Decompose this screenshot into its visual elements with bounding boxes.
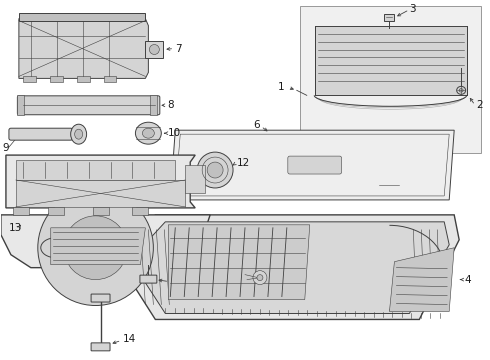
Text: 2: 2 xyxy=(476,100,483,110)
Polygon shape xyxy=(19,19,148,78)
Ellipse shape xyxy=(71,124,87,144)
Text: 3: 3 xyxy=(409,4,416,14)
Text: 10: 10 xyxy=(168,128,181,138)
Bar xyxy=(48,207,64,215)
Bar xyxy=(17,95,24,115)
Bar xyxy=(103,76,117,82)
Ellipse shape xyxy=(459,89,463,92)
FancyBboxPatch shape xyxy=(140,275,157,283)
Bar xyxy=(93,207,108,215)
FancyBboxPatch shape xyxy=(288,156,342,174)
Polygon shape xyxy=(130,222,449,314)
Bar xyxy=(185,165,205,193)
Circle shape xyxy=(253,271,267,285)
Bar xyxy=(150,95,157,115)
Bar xyxy=(132,207,148,215)
Text: 12: 12 xyxy=(237,158,250,168)
Bar xyxy=(300,6,481,153)
Ellipse shape xyxy=(74,129,83,139)
Polygon shape xyxy=(315,26,467,95)
Polygon shape xyxy=(390,248,454,311)
Text: 4: 4 xyxy=(464,275,471,285)
Polygon shape xyxy=(16,160,175,180)
Polygon shape xyxy=(168,225,310,300)
Ellipse shape xyxy=(135,122,161,144)
Circle shape xyxy=(81,233,111,263)
Circle shape xyxy=(207,162,223,178)
Text: 11: 11 xyxy=(171,279,184,289)
Ellipse shape xyxy=(41,238,71,258)
Ellipse shape xyxy=(143,128,154,138)
Circle shape xyxy=(38,190,153,306)
Bar xyxy=(23,76,36,82)
Polygon shape xyxy=(1,215,210,268)
Ellipse shape xyxy=(275,240,305,260)
Polygon shape xyxy=(51,228,146,265)
Text: 7: 7 xyxy=(175,44,182,54)
FancyBboxPatch shape xyxy=(91,294,110,302)
Text: 9: 9 xyxy=(2,143,9,153)
FancyBboxPatch shape xyxy=(17,96,160,115)
Text: 1: 1 xyxy=(278,82,285,93)
Text: 13: 13 xyxy=(9,223,22,233)
Bar xyxy=(13,207,29,215)
Bar xyxy=(385,14,394,21)
Polygon shape xyxy=(16,180,185,207)
Text: 14: 14 xyxy=(122,334,136,345)
Circle shape xyxy=(197,152,233,188)
Text: 8: 8 xyxy=(167,100,174,110)
Circle shape xyxy=(149,45,159,54)
FancyBboxPatch shape xyxy=(91,343,110,351)
Polygon shape xyxy=(6,155,195,208)
Text: 6: 6 xyxy=(253,120,260,130)
Bar xyxy=(76,76,90,82)
Bar xyxy=(50,76,63,82)
Ellipse shape xyxy=(457,86,465,94)
Polygon shape xyxy=(171,130,454,200)
FancyBboxPatch shape xyxy=(9,128,73,140)
Bar xyxy=(146,41,163,58)
Polygon shape xyxy=(121,215,459,319)
Circle shape xyxy=(64,216,127,280)
Bar xyxy=(19,13,146,21)
Circle shape xyxy=(257,275,263,280)
Text: 5: 5 xyxy=(290,273,296,283)
